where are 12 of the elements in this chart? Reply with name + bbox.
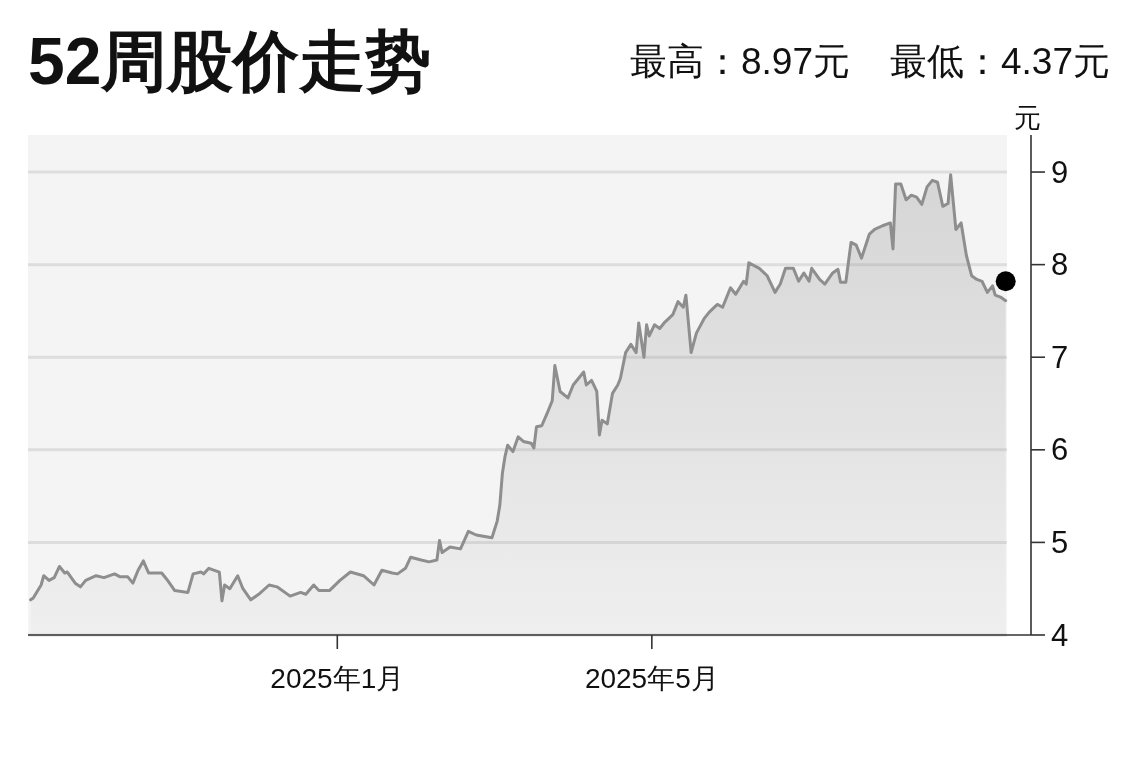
x-tick-label: 2025年5月 [584,663,719,694]
text: 最高：8.97元 [629,41,850,82]
y-tick-label: 8 [1051,247,1069,283]
text: 最低：4.37元 [889,41,1110,82]
y-tick-label: 9 [1051,154,1069,190]
y-tick-label: 4 [1051,617,1069,653]
y-tick-label: 7 [1051,339,1069,375]
y-axis-title: 元 [1013,103,1041,133]
chart-title: 52周股价走势 [28,24,432,98]
y-tick-label: 6 [1051,432,1069,468]
y-tick-label: 5 [1051,524,1069,560]
x-tick-label: 2025年1月 [270,663,405,694]
